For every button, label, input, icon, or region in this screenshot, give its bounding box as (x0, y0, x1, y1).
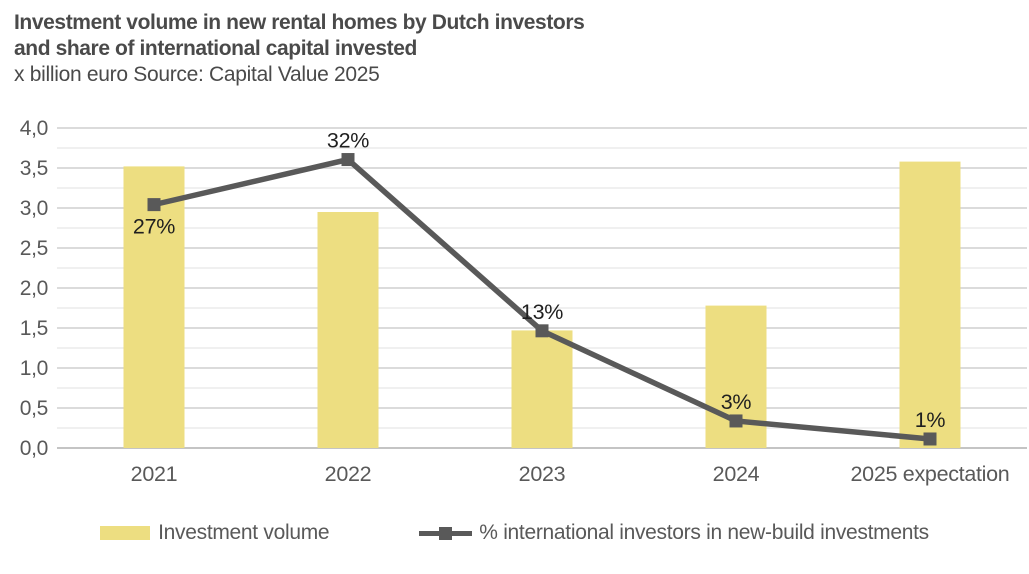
y-axis-tick-label: 1,5 (20, 317, 48, 340)
y-axis-tick-label: 3,0 (20, 197, 48, 220)
x-axis-category-label: 2023 (519, 462, 566, 486)
line-marker-icon (419, 526, 473, 540)
line-marker-square (923, 432, 937, 446)
y-axis-tick-label: 0,0 (20, 437, 48, 460)
chart-subtitle: x billion euro Source: Capital Value 202… (14, 63, 380, 86)
x-axis-category-label: 2022 (325, 462, 372, 486)
line-data-label: 3% (721, 390, 752, 414)
legend-label-investment-volume: Investment volume (158, 521, 330, 544)
chart-title-line1: Investment volume in new rental homes by… (14, 11, 585, 34)
y-axis-tick-label: 2,0 (20, 277, 48, 300)
x-axis-category-label: 2021 (131, 462, 178, 486)
x-axis-category-label: 2024 (713, 462, 760, 486)
legend-item-investment-volume: Investment volume (100, 521, 330, 545)
line-marker-square (535, 324, 549, 338)
combo-chart-svg: 0,0 0,5 1,0 1,5 2,0 2,5 3,0 3,5 4,0 27% 32% 13% 3% 1%… (20, 117, 1027, 486)
line-data-label: 27% (133, 215, 175, 239)
line-data-label: 13% (521, 300, 563, 324)
y-axis-tick-label: 4,0 (20, 117, 48, 140)
y-axis-tick-label: 1,0 (20, 357, 48, 380)
bar-investment-volume (899, 161, 961, 448)
bar-investment-volume (511, 330, 573, 448)
line-marker-square (147, 198, 161, 212)
y-axis-tick-label: 0,5 (20, 397, 48, 420)
y-axis-tick-label: 3,5 (20, 157, 48, 180)
line-marker-square (729, 414, 743, 428)
y-axis-tick-label: 2,5 (20, 237, 48, 260)
chart-legend: Investment volume % international invest… (0, 521, 1029, 545)
bar-investment-volume (317, 212, 379, 448)
bar-investment-volume (123, 166, 185, 448)
legend-item-international-investors: % international investors in new-build i… (419, 521, 929, 545)
chart-header: Investment volume in new rental homes by… (0, 0, 1029, 100)
chart-plot-area: 0,0 0,5 1,0 1,5 2,0 2,5 3,0 3,5 4,0 27% 32% 13% 3% 1%… (0, 100, 1029, 495)
bar-swatch-icon (100, 526, 151, 540)
legend-label-international-investors: % international investors in new-build i… (479, 521, 929, 544)
chart-title-line2: and share of international capital inves… (14, 37, 417, 60)
line-marker-square (341, 153, 355, 167)
line-data-label: 1% (915, 408, 946, 432)
line-data-label: 32% (327, 129, 369, 153)
x-axis-category-label: 2025 expectation (851, 462, 1010, 486)
